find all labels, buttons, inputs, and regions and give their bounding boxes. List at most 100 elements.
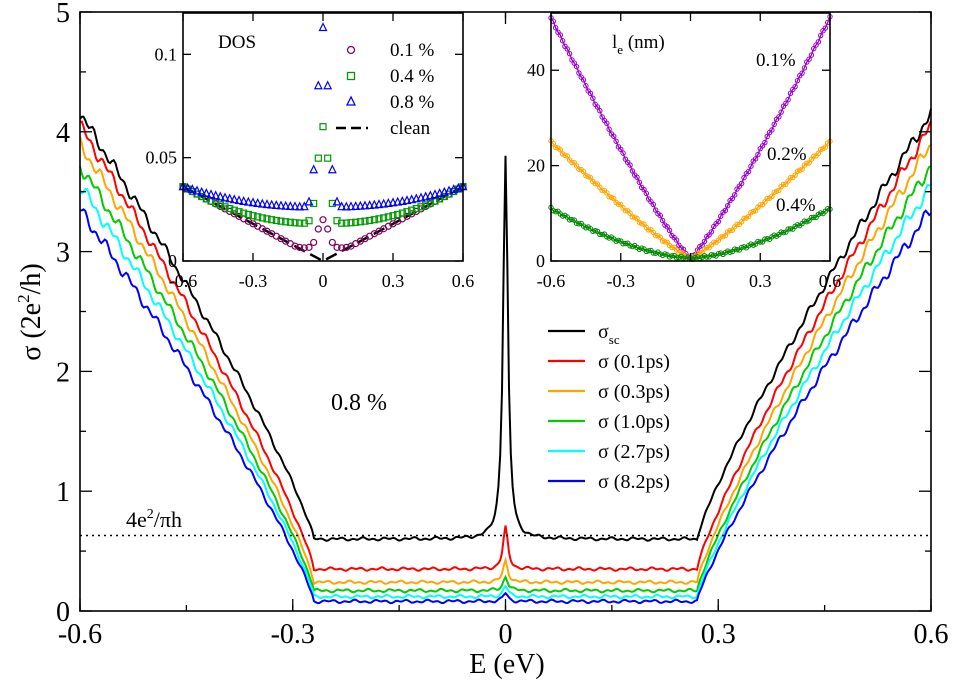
le-point bbox=[725, 203, 731, 209]
le-point bbox=[764, 195, 770, 202]
dos-point bbox=[216, 201, 224, 209]
dos-point bbox=[342, 243, 350, 251]
dos-point bbox=[380, 214, 388, 222]
le-point bbox=[552, 24, 559, 31]
dos-point bbox=[319, 123, 327, 131]
le-title: le (nm) bbox=[612, 32, 665, 57]
dos-point bbox=[314, 154, 322, 162]
dos-point bbox=[389, 212, 397, 220]
y-tick-label: 5 bbox=[56, 0, 70, 29]
dos-point bbox=[201, 188, 211, 198]
main-curves bbox=[79, 108, 932, 605]
dos-point bbox=[324, 154, 332, 162]
le-point bbox=[627, 162, 633, 168]
dos-point bbox=[341, 201, 351, 211]
le-point bbox=[634, 174, 640, 180]
dos-legend-marker bbox=[346, 45, 356, 55]
le-point bbox=[592, 228, 598, 234]
dos-point bbox=[360, 200, 370, 210]
le-point bbox=[643, 190, 650, 197]
le-point bbox=[604, 120, 610, 127]
le-labels: 0.1% 0.2% 0.4% bbox=[756, 50, 816, 216]
le-inset: -0.6 -0.3 0 0.3 0.6 0 20 40 le (nm) 0.1% 0.2% 0.4… bbox=[527, 12, 841, 291]
dos-legend-label: clean bbox=[390, 118, 431, 139]
dos-point bbox=[422, 201, 430, 209]
le-point bbox=[769, 193, 775, 200]
le-point bbox=[615, 201, 622, 207]
le-point bbox=[641, 186, 647, 193]
le-point bbox=[627, 210, 633, 216]
dos-point bbox=[342, 219, 350, 227]
legend-label: σ (1.0ps) bbox=[598, 411, 670, 433]
le-point bbox=[822, 25, 829, 31]
le-point bbox=[597, 108, 603, 114]
dos-point bbox=[374, 199, 384, 209]
dos-point bbox=[318, 22, 328, 32]
dos-point bbox=[226, 204, 234, 213]
le-point bbox=[748, 163, 754, 169]
x-tick-label: 0 bbox=[499, 619, 513, 650]
dos-point bbox=[221, 203, 229, 211]
le-point bbox=[606, 193, 612, 200]
le-point bbox=[566, 50, 573, 57]
le-point bbox=[785, 96, 791, 103]
le-point bbox=[618, 146, 624, 153]
le-point bbox=[673, 237, 680, 243]
le-point bbox=[752, 208, 759, 214]
dos-point bbox=[257, 198, 267, 208]
dos-point bbox=[305, 243, 313, 251]
le-point bbox=[557, 147, 563, 153]
le-point bbox=[699, 242, 705, 249]
legend-label: σ (0.1ps) bbox=[598, 351, 670, 373]
dos-point bbox=[365, 200, 375, 210]
dos-point bbox=[310, 199, 318, 208]
le-point bbox=[636, 179, 643, 185]
dos-legend-label: 0.8 % bbox=[390, 92, 435, 113]
dos-point bbox=[407, 194, 417, 204]
le-point bbox=[611, 133, 617, 139]
dos-point bbox=[296, 243, 304, 251]
dos-point bbox=[229, 194, 239, 204]
dos-point bbox=[300, 244, 308, 252]
le-point bbox=[752, 156, 759, 162]
dos-point bbox=[403, 208, 411, 216]
dos-point bbox=[398, 209, 406, 217]
dos-point bbox=[319, 216, 327, 224]
main-series-line bbox=[79, 108, 932, 542]
dos-point bbox=[295, 201, 305, 211]
legend-label: σ (0.3ps) bbox=[598, 381, 670, 403]
dos-point bbox=[230, 206, 238, 214]
le-series-label: 0.2% bbox=[767, 144, 807, 165]
le-point bbox=[715, 218, 722, 225]
le-point bbox=[587, 90, 594, 97]
dos-x-tick-label: 0 bbox=[319, 271, 328, 291]
le-point bbox=[657, 212, 663, 219]
le-point bbox=[564, 46, 570, 52]
dos-legend-marker bbox=[345, 95, 357, 106]
le-point bbox=[622, 208, 629, 214]
dos-title: DOS bbox=[218, 32, 256, 53]
le-point bbox=[741, 215, 747, 222]
dos-point bbox=[262, 199, 272, 209]
dos-point bbox=[304, 196, 314, 206]
main-legend: σsc σ (0.1ps) σ (0.3ps) σ (1.0ps) σ (2.7ps) σ… bbox=[548, 321, 670, 493]
le-point bbox=[599, 231, 605, 238]
dos-point bbox=[408, 206, 416, 214]
le-point bbox=[664, 224, 670, 230]
dos-point bbox=[313, 80, 323, 90]
dos-point bbox=[337, 201, 347, 211]
dos-point bbox=[272, 216, 280, 225]
dos-point bbox=[314, 225, 322, 233]
le-point bbox=[580, 168, 587, 175]
main-series-line bbox=[79, 208, 932, 605]
legend-label: σ (8.2ps) bbox=[598, 471, 670, 493]
le-point bbox=[778, 109, 784, 115]
le-point bbox=[792, 83, 798, 90]
main-series-line bbox=[79, 120, 932, 572]
le-point bbox=[780, 181, 787, 188]
le-series-label: 0.1% bbox=[756, 50, 796, 71]
y-tick-label: 1 bbox=[56, 477, 70, 508]
le-point bbox=[731, 192, 738, 198]
dos-point bbox=[417, 203, 425, 211]
dos-inset: -0.6 -0.3 0 0.3 0.600.050.1 DOS 0.1 %0.4 %0.… bbox=[146, 12, 474, 291]
